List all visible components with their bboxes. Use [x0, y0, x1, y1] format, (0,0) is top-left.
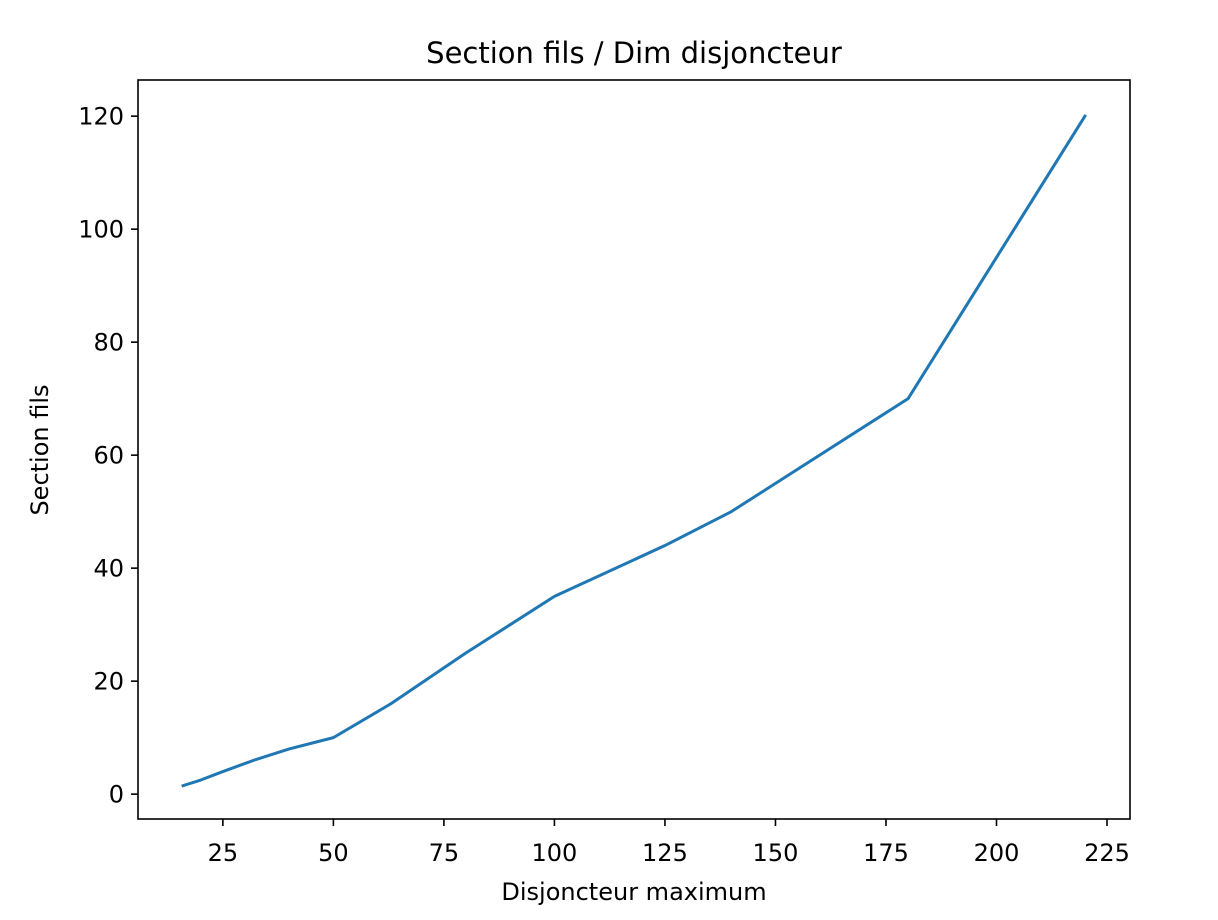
x-tick-label: 100 — [532, 839, 578, 867]
axes-frame — [137, 79, 1131, 820]
x-tick-label: 225 — [1084, 839, 1130, 867]
y-tick-label: 100 — [78, 216, 124, 244]
x-tick-label: 50 — [318, 839, 349, 867]
y-tick-label: 40 — [93, 555, 124, 583]
y-tick-label: 120 — [78, 103, 124, 131]
plot-area: 25 50 75 100 125 150 175 200 225 0 20 40 60 80 100 120 — [78, 79, 1131, 867]
y-tick-label: 80 — [93, 329, 124, 357]
chart-title: Section fils / Dim disjoncteur — [426, 36, 842, 70]
y-axis-label: Section fils — [26, 384, 54, 515]
x-tick-label: 25 — [208, 839, 239, 867]
x-tick-label: 75 — [429, 839, 460, 867]
x-tick-label: 125 — [642, 839, 688, 867]
y-tick-label: 0 — [109, 781, 124, 809]
y-tick-label: 20 — [93, 668, 124, 696]
x-tick-label: 150 — [753, 839, 799, 867]
x-axis-label: Disjoncteur maximum — [501, 878, 766, 906]
series-line-0 — [181, 114, 1087, 788]
y-tick-label: 60 — [93, 442, 124, 470]
x-tick-label: 175 — [863, 839, 909, 867]
x-tick-label: 200 — [974, 839, 1020, 867]
